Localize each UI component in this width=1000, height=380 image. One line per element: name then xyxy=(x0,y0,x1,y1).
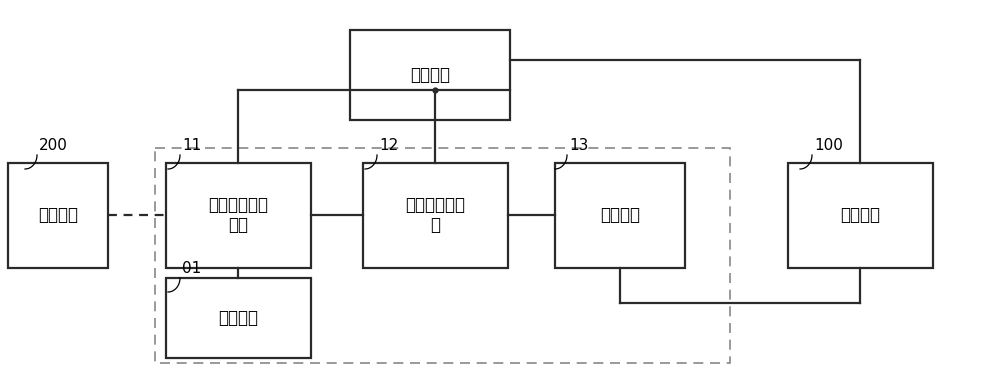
Text: 无线通信控制
电路: 无线通信控制 电路 xyxy=(208,196,268,234)
Bar xyxy=(166,278,310,358)
Bar xyxy=(350,30,510,120)
Text: 11: 11 xyxy=(182,138,201,153)
Text: 照明负载: 照明负载 xyxy=(840,206,880,224)
Text: 终端设备: 终端设备 xyxy=(38,206,78,224)
Text: 调光电路: 调光电路 xyxy=(600,206,640,224)
Bar xyxy=(555,163,685,268)
Text: 100: 100 xyxy=(814,138,843,153)
Text: 200: 200 xyxy=(39,138,68,153)
Bar xyxy=(155,148,730,363)
Text: 12: 12 xyxy=(379,138,398,153)
Text: 数字电位器电
路: 数字电位器电 路 xyxy=(405,196,465,234)
Text: 供电电源: 供电电源 xyxy=(410,66,450,84)
Text: 01: 01 xyxy=(182,261,201,276)
Bar xyxy=(788,163,932,268)
Bar xyxy=(362,163,508,268)
Bar xyxy=(166,163,310,268)
Text: 13: 13 xyxy=(569,138,588,153)
Text: 控制组件: 控制组件 xyxy=(218,309,258,327)
Bar xyxy=(8,163,108,268)
